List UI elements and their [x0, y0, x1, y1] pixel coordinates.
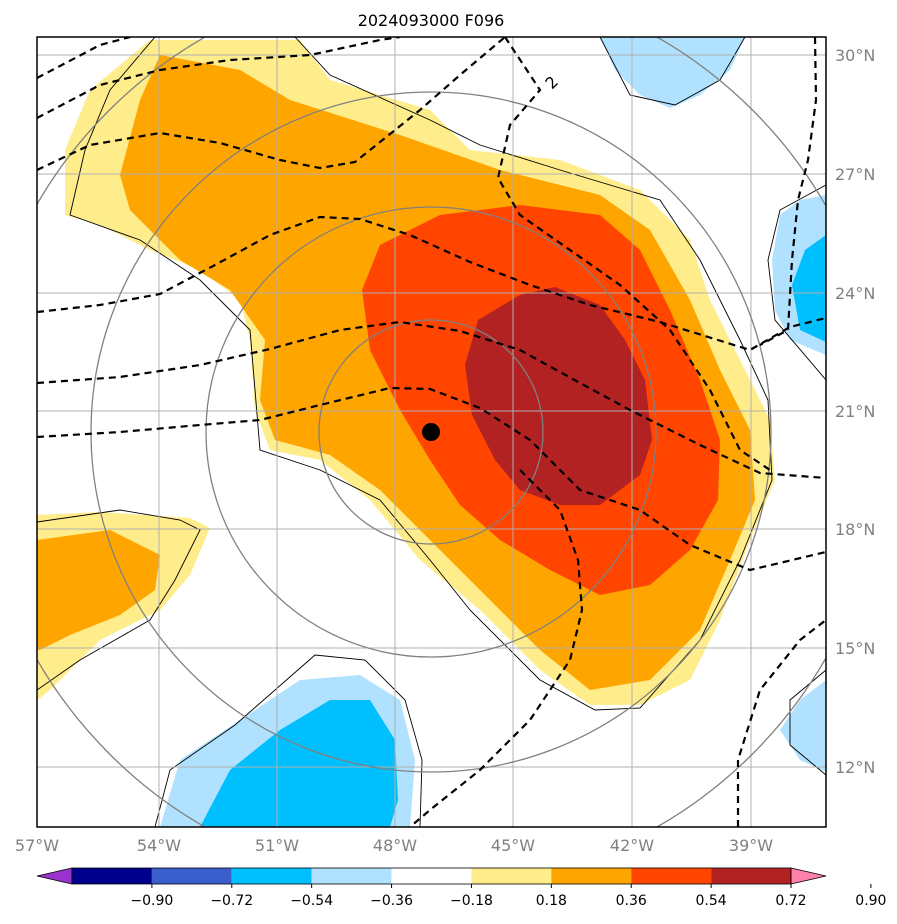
colorbar-tick-label: −0.18	[450, 893, 493, 909]
colorbar-extend-high	[790, 867, 827, 885]
colorbar-segment	[311, 868, 392, 884]
lon-label: 57°W	[15, 836, 59, 855]
colorbar-tick-label: −0.54	[290, 893, 333, 909]
lat-label: 15°N	[835, 639, 875, 658]
anomaly-fill-neg-0.18-southeast	[780, 680, 826, 772]
colorbar-tick-label: 0.54	[696, 893, 727, 909]
lon-label: 48°W	[373, 836, 417, 855]
lon-label: 42°W	[610, 836, 654, 855]
lat-label: 21°N	[835, 402, 875, 421]
lon-label: 51°W	[255, 836, 299, 855]
anomaly-fill-neg-0.36-south	[200, 700, 398, 827]
colorbar-tick-label: −0.36	[370, 893, 413, 909]
lon-label: 39°W	[729, 836, 773, 855]
anomaly-fill-0.72	[465, 287, 652, 505]
lat-label: 18°N	[835, 520, 875, 539]
colorbar-tick-label: −0.72	[210, 893, 253, 909]
anomaly-fill-neg-0.36-east	[792, 235, 826, 342]
thin-contours	[37, 37, 826, 827]
lat-label: 12°N	[835, 758, 875, 777]
colorbar: −0.90 −0.72 −0.54 −0.36 −0.18 0.18 0.36 0.54 0.7…	[36, 867, 886, 909]
storm-center-marker	[422, 423, 440, 441]
colorbar-tick-label: 0.90	[855, 893, 886, 909]
dashed-contours	[37, 37, 826, 827]
lon-label: 45°W	[491, 836, 535, 855]
colorbar-tick-label: 0.18	[536, 893, 567, 909]
lat-label: 30°N	[835, 46, 875, 65]
colorbar-segment	[631, 868, 712, 884]
map-panel: 2	[37, 37, 826, 827]
colorbar-segment	[72, 868, 152, 884]
colorbar-tick-label: 0.36	[616, 893, 647, 909]
lat-label: 24°N	[835, 284, 875, 303]
lat-label: 27°N	[835, 165, 875, 184]
colorbar-extend-low	[36, 867, 73, 885]
map-frame	[36, 36, 827, 828]
colorbar-segment	[711, 868, 791, 884]
colorbar-outline	[71, 867, 792, 885]
lat-labels: 30°N 27°N 24°N 21°N 18°N 15°N 12°N	[835, 46, 875, 777]
lon-label: 54°W	[137, 836, 181, 855]
range-rings	[37, 37, 826, 827]
colorbar-segment	[391, 868, 472, 884]
colorbar-segment	[471, 868, 552, 884]
colorbar-segment	[151, 868, 232, 884]
lon-labels: 57°W 54°W 51°W 48°W 45°W 42°W 39°W	[15, 836, 773, 855]
colorbar-segment	[551, 868, 632, 884]
colorbar-tick-label: 0.72	[775, 893, 806, 909]
colorbar-segment	[231, 868, 312, 884]
map-title: 2024093000 F096	[358, 11, 505, 30]
anomaly-fill-0.36-west	[37, 530, 160, 650]
colorbar-tick-label: −0.90	[130, 893, 173, 909]
